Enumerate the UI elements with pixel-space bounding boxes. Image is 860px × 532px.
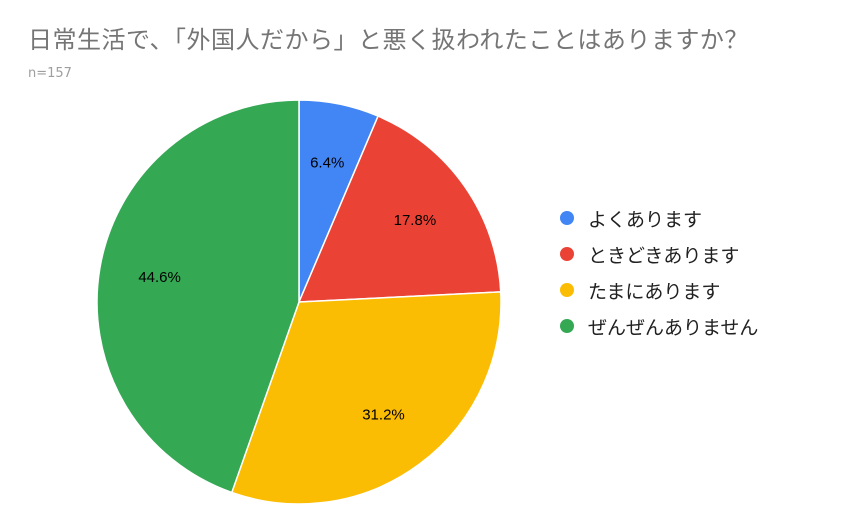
legend-item-3: ぜんぜんありません bbox=[560, 308, 758, 344]
legend: よくありますときどきあります たまにありますぜんぜんありません bbox=[560, 200, 758, 344]
legend-label-1: ときどきあります bbox=[588, 244, 740, 267]
legend-swatch-1 bbox=[560, 247, 574, 261]
legend-label-0: よくあります bbox=[588, 208, 703, 231]
pie-slices bbox=[96, 99, 502, 505]
pie-slice-3 bbox=[96, 99, 300, 494]
legend-swatch-0 bbox=[560, 211, 574, 225]
legend-swatch-3 bbox=[560, 319, 574, 333]
legend-label-3: ぜんぜんありません bbox=[588, 316, 759, 339]
legend-item-0: よくあります bbox=[560, 200, 758, 236]
pie-data-label-0: 6.4% bbox=[310, 154, 344, 171]
pie-data-label-3: 44.6% bbox=[138, 269, 181, 286]
pie-slice-1 bbox=[297, 115, 502, 303]
pie-data-labels: 6.4% 17.8% 31.2% 44.6% bbox=[138, 154, 436, 423]
legend-swatch-2 bbox=[560, 283, 574, 297]
chart-subtitle: n=157 bbox=[28, 66, 72, 81]
legend-item-1: ときどきあります bbox=[560, 236, 758, 272]
pie-data-label-2: 31.2% bbox=[362, 406, 405, 423]
legend-label-2: たまにあります bbox=[588, 280, 721, 303]
pie-slice-2 bbox=[230, 291, 502, 505]
legend-item-2: たまにあります bbox=[560, 272, 758, 308]
pie-data-label-1: 17.8% bbox=[394, 212, 437, 229]
chart-title: 日常生活で、「外国人だから」と悪く扱われたことはありますか？ bbox=[28, 26, 749, 54]
